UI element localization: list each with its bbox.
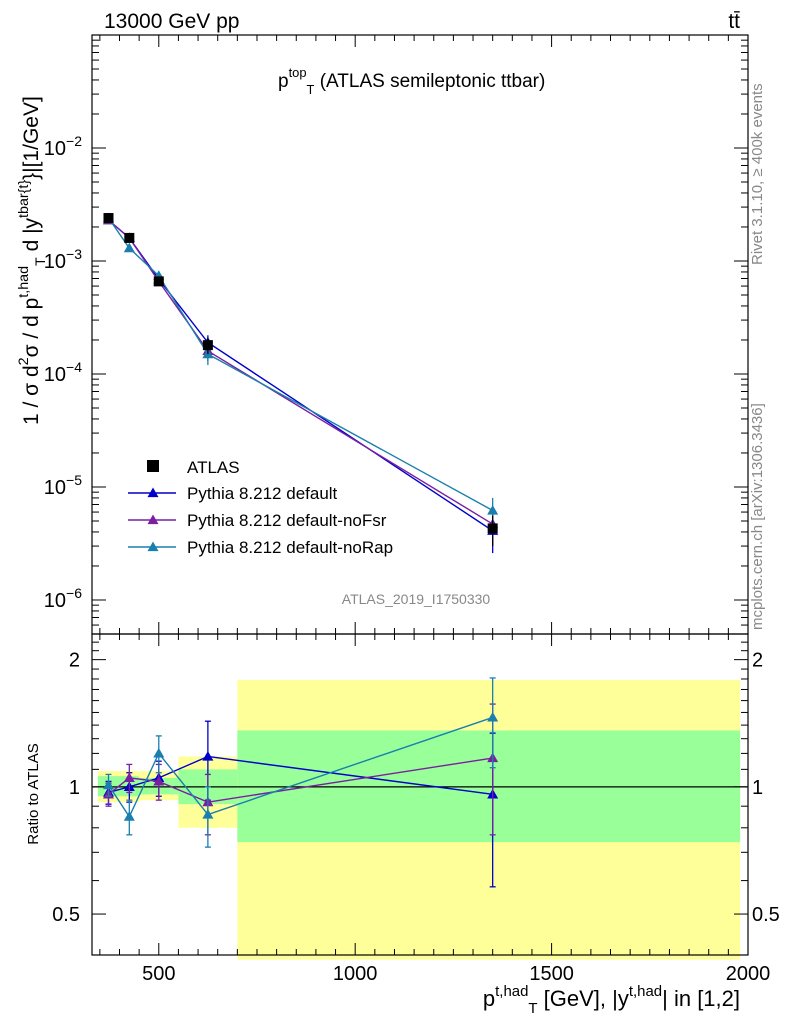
ytick-label: 10−2 (44, 133, 82, 160)
ratio-point (487, 711, 499, 722)
series-2 (102, 212, 499, 528)
main-panel-series (102, 212, 499, 554)
analysis-id-label: ATLAS_2019_I1750330 (342, 591, 491, 607)
ratio-ytick-label-right: 1 (752, 777, 763, 799)
legend: ATLAS Pythia 8.212 default Pythia 8.212 de… (128, 458, 393, 557)
ratio-series-2 (102, 677, 499, 848)
data-point (202, 340, 213, 351)
series-point (123, 242, 135, 253)
ratio-ytick-label: 0.5 (52, 904, 80, 926)
xtick-label: 1500 (529, 963, 574, 985)
data-series (103, 213, 498, 547)
series-line (107, 217, 494, 512)
ratio-ytick-label: 2 (69, 650, 80, 672)
legend-marker (147, 487, 159, 498)
ratio-y-axis-label: Ratio to ATLAS (25, 743, 42, 844)
legend-label: Pythia 8.212 default-noRap (187, 538, 393, 557)
rivet-version-label: Rivet 3.1.10, ≥ 400k events (749, 83, 766, 265)
ratio-ytick-label: 1 (69, 777, 80, 799)
axis-ticks: 500 1000 1500 2000 10−6 10−5 10−4 10−3 10−2 0.5 0.… (44, 34, 780, 985)
ratio-point (102, 779, 114, 790)
legend-marker (147, 514, 159, 525)
ratio-point (153, 747, 165, 758)
ratio-point (202, 750, 214, 761)
legend-label-data: ATLAS (187, 458, 240, 477)
xtick-label: 1000 (333, 963, 378, 985)
chart-title: ptopT (ATLAS semileptonic ttbar) (278, 65, 545, 97)
ratio-uncertainty-bands (92, 680, 748, 960)
header-process-label: tt̄ (728, 10, 740, 33)
ratio-ytick-label-right: 0.5 (752, 904, 780, 926)
legend-label: Pythia 8.212 default-noFsr (187, 511, 387, 530)
series-point (487, 504, 499, 515)
ratio-panel-series (102, 677, 499, 888)
ratio-series-1 (102, 703, 499, 836)
mcplots-reference-label: mcplots.cern.ch [arXiv:1306.3436] (749, 403, 766, 630)
plot-frames (91, 34, 749, 956)
xtick-label: 2000 (726, 963, 771, 985)
data-point (103, 213, 114, 224)
legend-label: Pythia 8.212 default (187, 484, 338, 503)
ytick-label: 10−6 (44, 585, 82, 612)
ytick-label: 10−5 (44, 472, 82, 499)
ratio-frame (91, 633, 749, 956)
ytick-label: 10−4 (44, 359, 82, 386)
ratio-point (153, 775, 165, 786)
legend-marker (147, 541, 159, 552)
ratio-ytick-label-right: 2 (752, 650, 763, 672)
xtick-label: 500 (142, 963, 175, 985)
x-axis-label: pt,hadT [GeV], |yt,had| in [1,2] (483, 983, 740, 1017)
ytick-label: 10−3 (44, 246, 82, 273)
ratio-point (123, 811, 135, 821)
ratio-point (202, 809, 214, 819)
data-point (153, 276, 164, 287)
ratio-point (123, 772, 135, 783)
data-point (487, 523, 498, 534)
legend-marker-data (147, 460, 159, 472)
y-axis-label: 1 / σ d2σ / d pt,hadT d |ytbar{t}}|[1/Ge… (16, 96, 49, 425)
data-point (124, 232, 135, 243)
header-energy-label: 13000 GeV pp (104, 10, 239, 33)
axis-labels: ptopT (ATLAS semileptonic ttbar) 1 / σ d2… (16, 65, 740, 1017)
